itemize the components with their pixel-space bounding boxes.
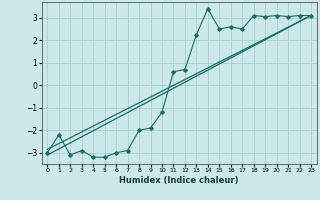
X-axis label: Humidex (Indice chaleur): Humidex (Indice chaleur): [119, 176, 239, 185]
